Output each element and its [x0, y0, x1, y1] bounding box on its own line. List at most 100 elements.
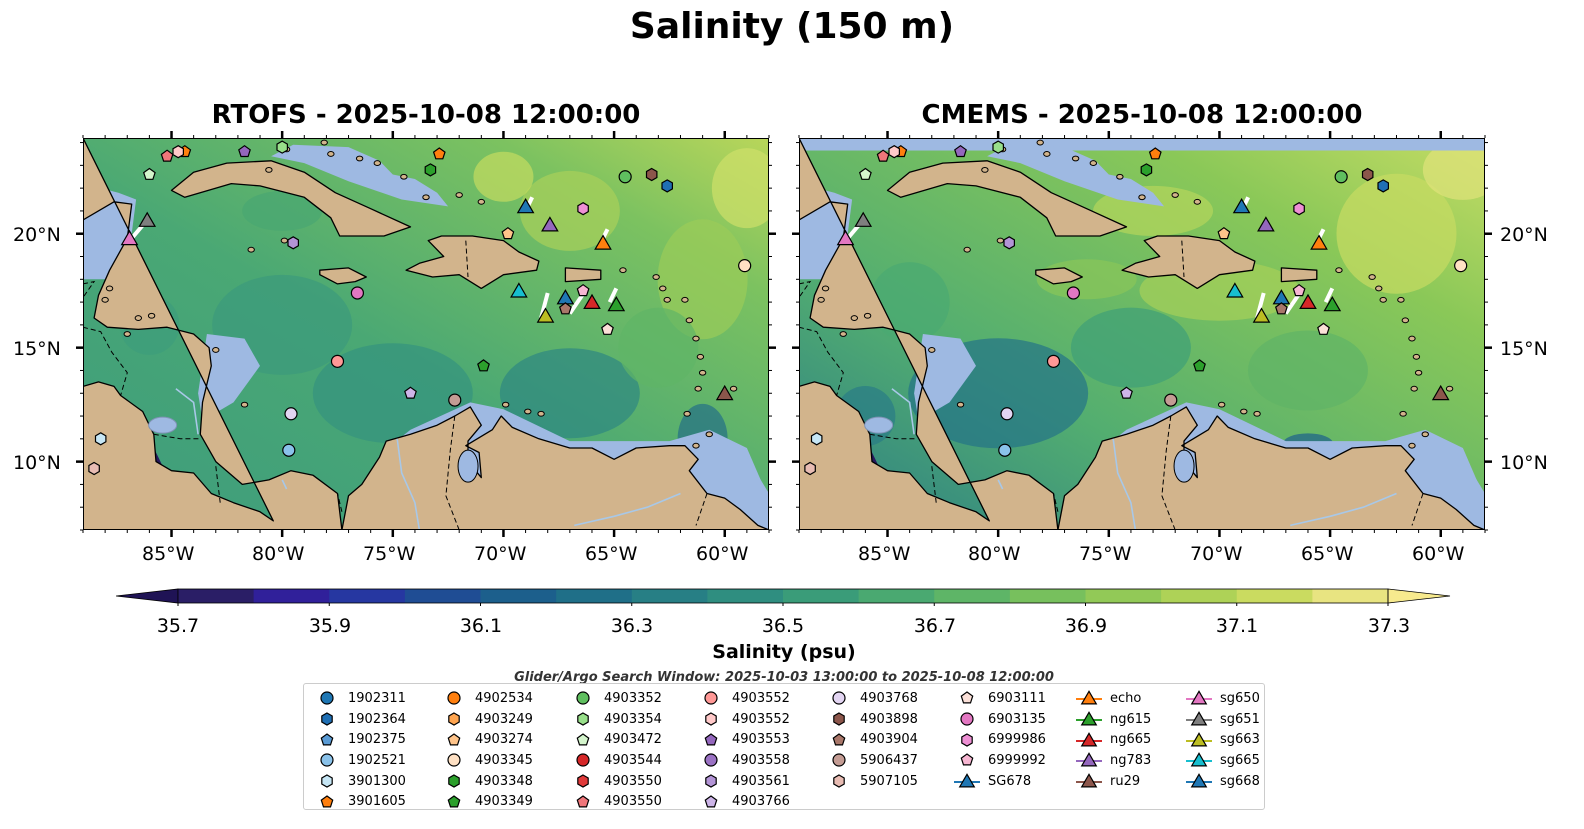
platform-marker-sg665 [1226, 282, 1244, 298]
platform-marker-4903348 [1140, 163, 1153, 177]
legend-marker-icon [704, 691, 718, 705]
platform-marker-4903768 [1000, 407, 1014, 421]
platform-marker-4903561 [1003, 236, 1015, 250]
legend-entry: 4903898 [826, 709, 918, 730]
legend-triangle-icon [1080, 731, 1098, 747]
platform-marker-6999992 [1292, 283, 1306, 297]
legend-marker-icon [1076, 711, 1102, 726]
legend-hexagon-icon [321, 774, 333, 788]
legend-marker-icon [1076, 752, 1102, 767]
legend-pentagon-icon [320, 732, 334, 746]
legend-entry: 5906437 [826, 750, 918, 771]
legend-marker-icon [705, 774, 717, 788]
legend-entry: 4903552 [698, 709, 790, 730]
platform-marker-3901605 [432, 147, 446, 160]
salinity-colorbar [116, 588, 1451, 606]
colorbar-segment [858, 589, 935, 603]
lon-tick-label: 80°W [252, 543, 305, 565]
lat-tick-label: 20°N [13, 224, 61, 246]
colorbar-segment [1236, 589, 1313, 603]
platform-marker-sg668 [516, 198, 535, 214]
figure-title: Salinity (150 m) [629, 6, 955, 47]
colorbar-segment [556, 589, 633, 603]
legend-marker-icon [960, 691, 974, 704]
colorbar-segment [1009, 589, 1086, 603]
legend-label: 4903544 [604, 752, 662, 768]
legend-triangle-icon [1190, 690, 1208, 705]
legend-entry: 6999992 [954, 750, 1046, 771]
platform-marker-4903561 [287, 236, 299, 250]
legend-marker-icon [321, 712, 333, 726]
legend-label: sg663 [1220, 732, 1260, 748]
legend-marker-icon [1186, 773, 1212, 788]
legend-entry: 4903274 [441, 729, 533, 750]
platform-marker-5907105 [88, 461, 100, 476]
lon-tick-label: 75°W [1079, 543, 1132, 565]
legend-hexagon-icon [705, 774, 717, 788]
legend-marker-icon [576, 732, 590, 746]
legend-column: sg650 sg651 sg663 sg665 sg668 [1186, 688, 1260, 791]
legend-hexagon-icon [321, 712, 333, 726]
legend-marker-icon [833, 774, 845, 788]
legend-entry: 4903561 [698, 771, 790, 792]
legend-entry: 4903249 [441, 709, 533, 730]
platform-marker-4903768 [284, 407, 298, 421]
cmems-panel-title: CMEMS - 2025-10-08 12:00:00 [921, 100, 1363, 130]
platform-marker-ng665 [583, 293, 601, 309]
lon-tick-label: 65°W [585, 543, 638, 565]
legend-column: 4903352 4903354 4903472 4903544 4903550 49035… [570, 688, 662, 812]
legend-label: 4903550 [604, 773, 662, 789]
rtofs-salinity-map [83, 138, 769, 530]
lat-tick-label: 20°N [1500, 224, 1548, 246]
platform-marker-4903552 [1046, 354, 1061, 368]
legend-circle-icon [576, 753, 590, 768]
legend-triangle-icon [1080, 711, 1098, 726]
platform-marker-sg651 [138, 211, 157, 227]
platform-marker-ng783 [541, 216, 559, 232]
colorbar-segment [934, 589, 1011, 603]
platform-marker-4903354 [276, 140, 288, 154]
platform-marker-5906437 [448, 393, 462, 407]
platform-marker-4903904 [1274, 302, 1288, 315]
legend-entry: sg651 [1186, 709, 1260, 730]
colorbar-segment [1312, 589, 1389, 603]
platform-marker-sg650 [120, 229, 139, 246]
legend-label: 4903898 [860, 711, 918, 727]
colorbar-segment [707, 589, 784, 603]
legend-label: echo [1110, 690, 1142, 706]
legend-label: 4903352 [604, 690, 662, 706]
legend-hexagon-icon [961, 733, 973, 747]
platform-marker-ng615 [607, 296, 626, 312]
lon-tick-label: 70°W [474, 543, 527, 565]
legend-entry: 4903550 [570, 791, 662, 812]
legend-label: sg665 [1220, 752, 1260, 768]
platform-marker-4903898 [1361, 167, 1374, 182]
legend-label: 3901605 [348, 794, 406, 810]
legend-entry: 4903558 [698, 750, 790, 771]
legend-entry: 4903550 [570, 771, 662, 792]
platform-marker-4903904 [558, 302, 572, 315]
platform-marker-4903553 [954, 144, 967, 158]
legend-column: 4903768 4903898 4903904 5906437 5907105 [826, 688, 918, 791]
legend-marker-icon [448, 712, 460, 726]
lon-tick-label: 60°W [696, 543, 749, 565]
legend-triangle-icon [1190, 773, 1208, 788]
legend-entry: 5907105 [826, 771, 918, 792]
platform-marker-sg663 [1252, 307, 1271, 323]
legend-marker-icon [705, 712, 717, 726]
legend-label: 4903345 [475, 752, 533, 768]
legend-marker-icon [832, 691, 846, 705]
search-window-note: Glider/Argo Search Window: 2025-10-03 13… [514, 670, 1054, 685]
platform-marker-4903766 [404, 386, 417, 399]
legend-pentagon-icon [832, 732, 846, 746]
legend-pentagon-icon [704, 732, 718, 746]
platform-marker-4903349 [477, 359, 490, 372]
legend-entry: ng665 [1076, 729, 1151, 750]
legend-marker-icon [704, 732, 718, 746]
legend-hexagon-icon [577, 712, 589, 726]
legend-label: 4903768 [860, 690, 918, 706]
legend-marker-icon [576, 753, 590, 768]
lat-tick-label: 15°N [13, 338, 61, 360]
platform-marker-1902521 [282, 443, 296, 457]
legend-marker-icon [320, 753, 334, 768]
